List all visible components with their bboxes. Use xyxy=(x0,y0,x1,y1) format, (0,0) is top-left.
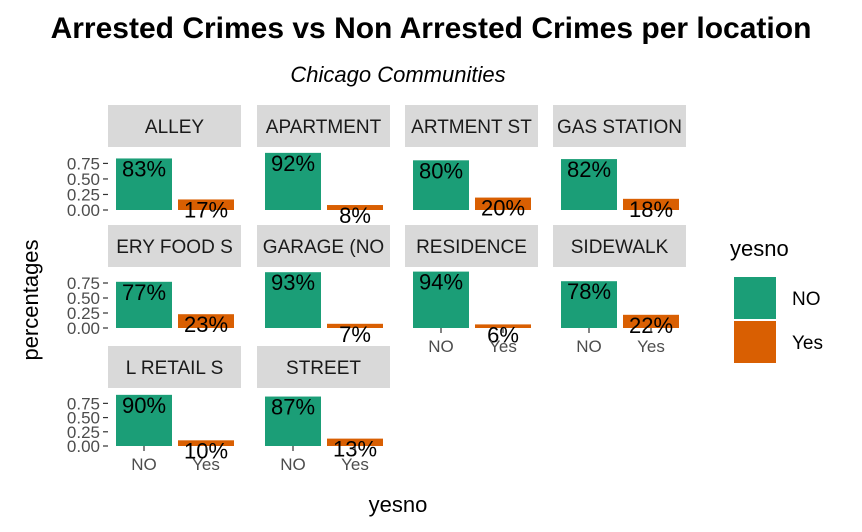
bar-yes xyxy=(178,440,234,446)
facet-strip-label: GARAGE (NO xyxy=(263,237,384,258)
bar-yes xyxy=(178,314,234,328)
bar-no xyxy=(561,159,617,210)
x-axis-title: yesno xyxy=(369,492,428,517)
y-tick-label: 0.00 xyxy=(67,437,100,456)
facet-strip xyxy=(108,225,241,267)
y-tick-label: 0.25 xyxy=(67,423,100,442)
facet-strip xyxy=(553,105,686,147)
data-label: 6% xyxy=(487,322,519,347)
data-label: 20% xyxy=(481,196,525,221)
x-tick-label: Yes xyxy=(489,337,517,356)
facet-strip xyxy=(108,105,241,147)
bar-no xyxy=(561,281,617,328)
x-tick-label: NO xyxy=(131,455,157,474)
y-tick-label: 0.75 xyxy=(67,274,100,293)
data-label: 94% xyxy=(419,270,463,295)
bar-yes xyxy=(623,314,679,328)
bar-no xyxy=(265,272,321,328)
bar-no xyxy=(413,271,469,328)
x-tick-label: Yes xyxy=(637,337,665,356)
facet-strip xyxy=(257,105,390,147)
chart-subtitle: Chicago Communities xyxy=(290,62,505,87)
data-label: 18% xyxy=(629,197,673,222)
bar-no xyxy=(265,396,321,446)
facet-strip xyxy=(405,225,538,267)
y-tick-label: 0.00 xyxy=(67,319,100,338)
facet-strip-label: RESIDENCE xyxy=(416,237,527,258)
data-label: 82% xyxy=(567,157,611,182)
y-tick-label: 0.75 xyxy=(67,394,100,413)
facet-strip xyxy=(257,225,390,267)
data-label: 7% xyxy=(339,322,371,347)
legend-title: yesno xyxy=(730,236,789,261)
y-tick-label: 0.75 xyxy=(67,154,100,173)
y-tick-label: 0.25 xyxy=(67,304,100,323)
legend: yesno NO Yes xyxy=(730,236,823,365)
x-tick-label: NO xyxy=(428,337,454,356)
facet-panels: ALLEY83%17%0.000.250.500.75APARTMENT92%8… xyxy=(67,105,686,474)
data-label: 87% xyxy=(271,395,315,420)
y-tick-label: 0.00 xyxy=(67,201,100,220)
data-label: 80% xyxy=(419,158,463,183)
facet-strip-label: APARTMENT xyxy=(266,117,382,138)
x-tick-label: Yes xyxy=(341,455,369,474)
data-label: 23% xyxy=(184,312,228,337)
bar-yes xyxy=(475,324,531,328)
bar-no xyxy=(116,158,172,210)
data-label: 77% xyxy=(122,280,166,305)
y-tick-label: 0.50 xyxy=(67,289,100,308)
data-label: 93% xyxy=(271,270,315,295)
bar-yes xyxy=(327,205,383,210)
facet-strip xyxy=(553,225,686,267)
data-label: 78% xyxy=(567,279,611,304)
bar-no xyxy=(116,394,172,446)
y-axis-title: percentages xyxy=(18,239,43,360)
bar-yes xyxy=(327,323,383,328)
bar-no xyxy=(265,152,321,210)
facet-strip-label: ALLEY xyxy=(145,117,204,138)
x-tick-label: NO xyxy=(576,337,602,356)
legend-key-no xyxy=(732,275,778,321)
facet-strip-label: SIDEWALK xyxy=(571,237,669,258)
data-label: 8% xyxy=(339,203,371,228)
x-tick-label: NO xyxy=(280,455,306,474)
facet-strip xyxy=(257,346,390,388)
data-label: 92% xyxy=(271,151,315,176)
y-tick-label: 0.50 xyxy=(67,409,100,428)
bar-no xyxy=(116,281,172,328)
bar-no xyxy=(413,160,469,210)
x-tick-label: Yes xyxy=(192,455,220,474)
bar-yes xyxy=(475,197,531,210)
data-label: 90% xyxy=(122,393,166,418)
data-label: 83% xyxy=(122,156,166,181)
facet-strip-label: ERY FOOD S xyxy=(116,237,233,258)
facet-strip-label: ARTMENT ST xyxy=(411,117,532,138)
y-tick-label: 0.25 xyxy=(67,185,100,204)
y-tick-label: 0.50 xyxy=(67,170,100,189)
facet-strip-label: STREET xyxy=(286,358,361,379)
chart-title: Arrested Crimes vs Non Arrested Crimes p… xyxy=(51,12,812,45)
legend-key-yes xyxy=(732,319,778,365)
facet-strip-label: GAS STATION xyxy=(557,117,682,138)
facet-strip xyxy=(108,346,241,388)
facet-strip-label: L RETAIL S xyxy=(126,358,224,379)
facet-strip xyxy=(405,105,538,147)
legend-label: NO xyxy=(792,289,821,310)
data-label: 22% xyxy=(629,313,673,338)
data-label: 17% xyxy=(184,197,228,222)
legend-label: Yes xyxy=(792,333,823,354)
bar-yes xyxy=(178,199,234,210)
bar-yes xyxy=(623,198,679,210)
bar-yes xyxy=(327,438,383,446)
